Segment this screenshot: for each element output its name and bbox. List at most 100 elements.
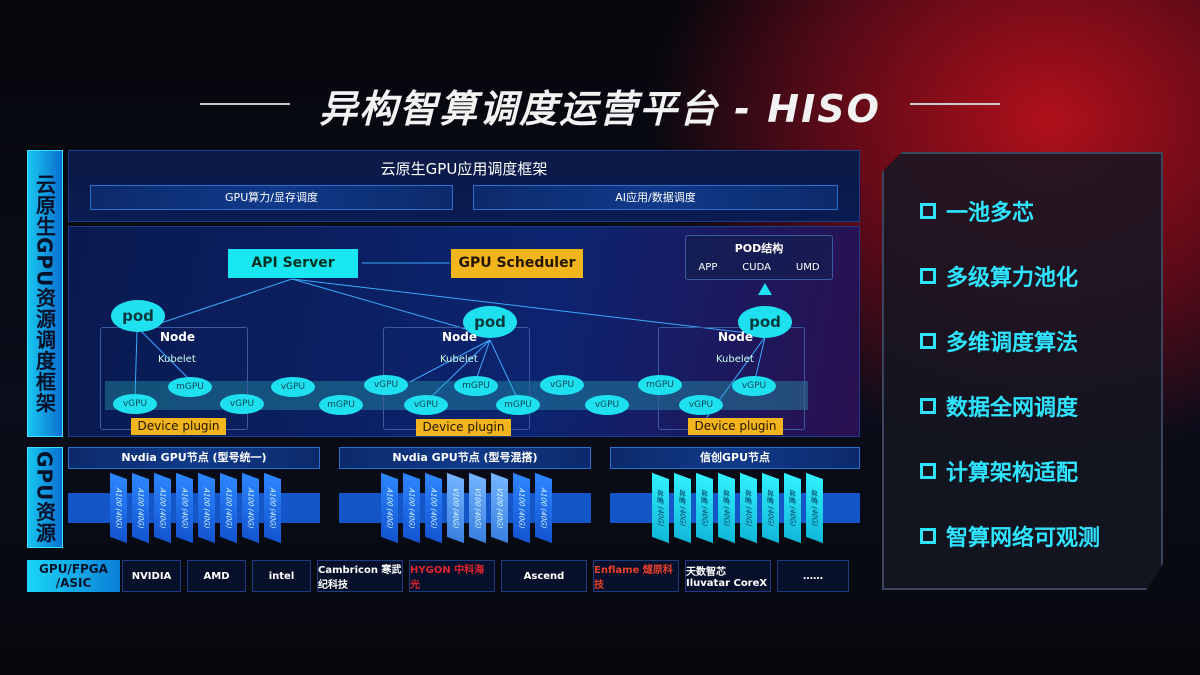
gpu-chip: A100 (40G) — [381, 472, 398, 544]
checkbox-icon — [920, 398, 936, 414]
pod-cuda: CUDA — [742, 262, 771, 273]
feature-item: 计算架构适配 — [920, 455, 1078, 487]
gpu-chip: 昇腾 (40G) — [806, 472, 823, 544]
kubelet-2: Kubelet — [440, 354, 478, 365]
vgpu-item: vGPU — [732, 376, 776, 396]
gpu-chip: V100 (40G) — [491, 472, 508, 544]
pod-structure-title: POD结构 — [734, 242, 784, 255]
feature-label: 一池多芯 — [946, 201, 1035, 226]
kubelet-1: Kubelet — [158, 354, 196, 365]
mgpu-item: mGPU — [638, 375, 682, 395]
gpu-chip: 昇腾 (40G) — [718, 472, 735, 544]
feature-item: 多维调度算法 — [920, 325, 1078, 357]
feature-label: 多级算力池化 — [946, 266, 1079, 291]
checkbox-icon — [920, 333, 936, 349]
checkbox-icon — [920, 528, 936, 544]
pod-app: APP — [698, 262, 718, 273]
gpu-compute-bar: GPU算力/显存调度 — [90, 185, 453, 210]
gpu-chip: A100 (40G) — [132, 472, 149, 544]
checkbox-icon — [920, 268, 936, 284]
gpu-node-title-2: Nvdia GPU节点 (型号混搭) — [339, 447, 591, 469]
gpu-scheduler-box: GPU Scheduler — [451, 249, 583, 278]
pod-1: pod — [111, 300, 165, 332]
vgpu-item: vGPU — [271, 377, 315, 397]
node-label-1: Node — [160, 330, 196, 344]
gpu-resource-label: GPU资源 — [27, 447, 63, 548]
gpu-chip-group-1: A100 (40G) A100 (40G) A100 (40G) A100 (40G)… — [110, 472, 281, 544]
feature-item: 多级算力池化 — [920, 260, 1078, 292]
gpu-chip: V100 (40G) — [469, 472, 486, 544]
framework-title: 云原生GPU应用调度框架 — [380, 160, 548, 178]
vgpu-item: vGPU — [679, 395, 723, 415]
gpu-chip: A100 (40G) — [425, 472, 442, 544]
ai-data-bar: AI应用/数据调度 — [473, 185, 838, 210]
checkbox-icon — [920, 463, 936, 479]
feature-label: 数据全网调度 — [946, 396, 1079, 421]
gpu-chip: V100 (40G) — [447, 472, 464, 544]
page-title: 异构智算调度运营平台 - HISO — [319, 87, 881, 131]
mgpu-item: mGPU — [168, 377, 212, 397]
vendor-logo: intel — [252, 560, 311, 592]
vendor-logo: NVIDIA — [122, 560, 181, 592]
feature-item: 智算网络可观测 — [920, 520, 1100, 552]
gpu-chip: A100 (40G) — [198, 472, 215, 544]
feature-label: 计算架构适配 — [946, 461, 1079, 486]
gpu-chip: A100 (40G) — [110, 472, 127, 544]
vgpu-item: vGPU — [585, 395, 629, 415]
vendor-logo: HYGON 中科海光 — [409, 560, 495, 592]
mgpu-item: mGPU — [319, 395, 363, 415]
gpu-chip: A100 (40G) — [154, 472, 171, 544]
device-plugin-2: Device plugin — [416, 419, 511, 436]
gpu-chip: A100 (40G) — [403, 472, 420, 544]
gpu-chip: 昇腾 (40G) — [762, 472, 779, 544]
feature-item: 数据全网调度 — [920, 390, 1078, 422]
vendor-logo: Ascend — [501, 560, 587, 592]
gpu-chip-group-3: 昇腾 (40G) 昇腾 (40G) 昇腾 (40G) 昇腾 (40G) 昇腾 (40G)… — [652, 472, 823, 544]
pod-umd: UMD — [795, 262, 820, 273]
device-plugin-1: Device plugin — [131, 418, 226, 435]
gpu-node-title-1: Nvdia GPU节点 (型号统一) — [68, 447, 320, 469]
vendor-logo: 天数智芯 Iluvatar CoreX — [685, 560, 771, 592]
pod-2: pod — [463, 306, 517, 338]
vgpu-item: vGPU — [364, 375, 408, 395]
vgpu-item: vGPU — [540, 375, 584, 395]
vendor-logo: Cambricon 寒武纪科技 — [317, 560, 403, 592]
gpu-chip: 昇腾 (40G) — [674, 472, 691, 544]
gpu-chip: 昇腾 (40G) — [784, 472, 801, 544]
features-panel — [882, 152, 1163, 590]
mgpu-item: mGPU — [496, 395, 540, 415]
gpu-chip: A100 (40G) — [220, 472, 237, 544]
node-label-2: Node — [442, 330, 478, 344]
gpu-chip: 昇腾 (40G) — [740, 472, 757, 544]
title-decor-right — [910, 103, 1000, 105]
api-server-box: API Server — [228, 249, 358, 278]
vgpu-item: vGPU — [220, 394, 264, 414]
feature-item: 一池多芯 — [920, 195, 1034, 227]
vendor-logo: Enflame 燧原科技 — [593, 560, 679, 592]
vendor-row: NVIDIA AMD intel Cambricon 寒武纪科技 HYGON 中科海光 A… — [122, 560, 862, 592]
hardware-label: GPU/FPGA /ASIC — [27, 560, 120, 592]
vendor-logo: …… — [777, 560, 849, 592]
scheduling-framework-label: 云原生GPU资源调度框架 — [27, 150, 63, 437]
gpu-chip: 昇腾 (40G) — [652, 472, 669, 544]
pod-structure-box: POD结构 APP CUDA UMD — [685, 235, 833, 280]
title-decor-left — [200, 103, 290, 105]
gpu-node-title-3: 信创GPU节点 — [610, 447, 860, 469]
gpu-chip: 昇腾 (40G) — [696, 472, 713, 544]
mgpu-item: mGPU — [454, 376, 498, 396]
vgpu-item: vGPU — [404, 395, 448, 415]
pod-3: pod — [738, 306, 792, 338]
vgpu-item: vGPU — [113, 394, 157, 414]
checkbox-icon — [920, 203, 936, 219]
node-label-3: Node — [718, 330, 754, 344]
vendor-logo: AMD — [187, 560, 246, 592]
feature-label: 多维调度算法 — [946, 331, 1079, 356]
pod-structure-arrow — [758, 283, 772, 295]
gpu-chip: A100 (40G) — [535, 472, 552, 544]
feature-label: 智算网络可观测 — [946, 526, 1101, 551]
gpu-chip: A100 (40G) — [176, 472, 193, 544]
gpu-chip-group-2: A100 (40G) A100 (40G) A100 (40G) V100 (40G)… — [381, 472, 552, 544]
device-plugin-3: Device plugin — [688, 418, 783, 435]
gpu-chip: A100 (40G) — [513, 472, 530, 544]
